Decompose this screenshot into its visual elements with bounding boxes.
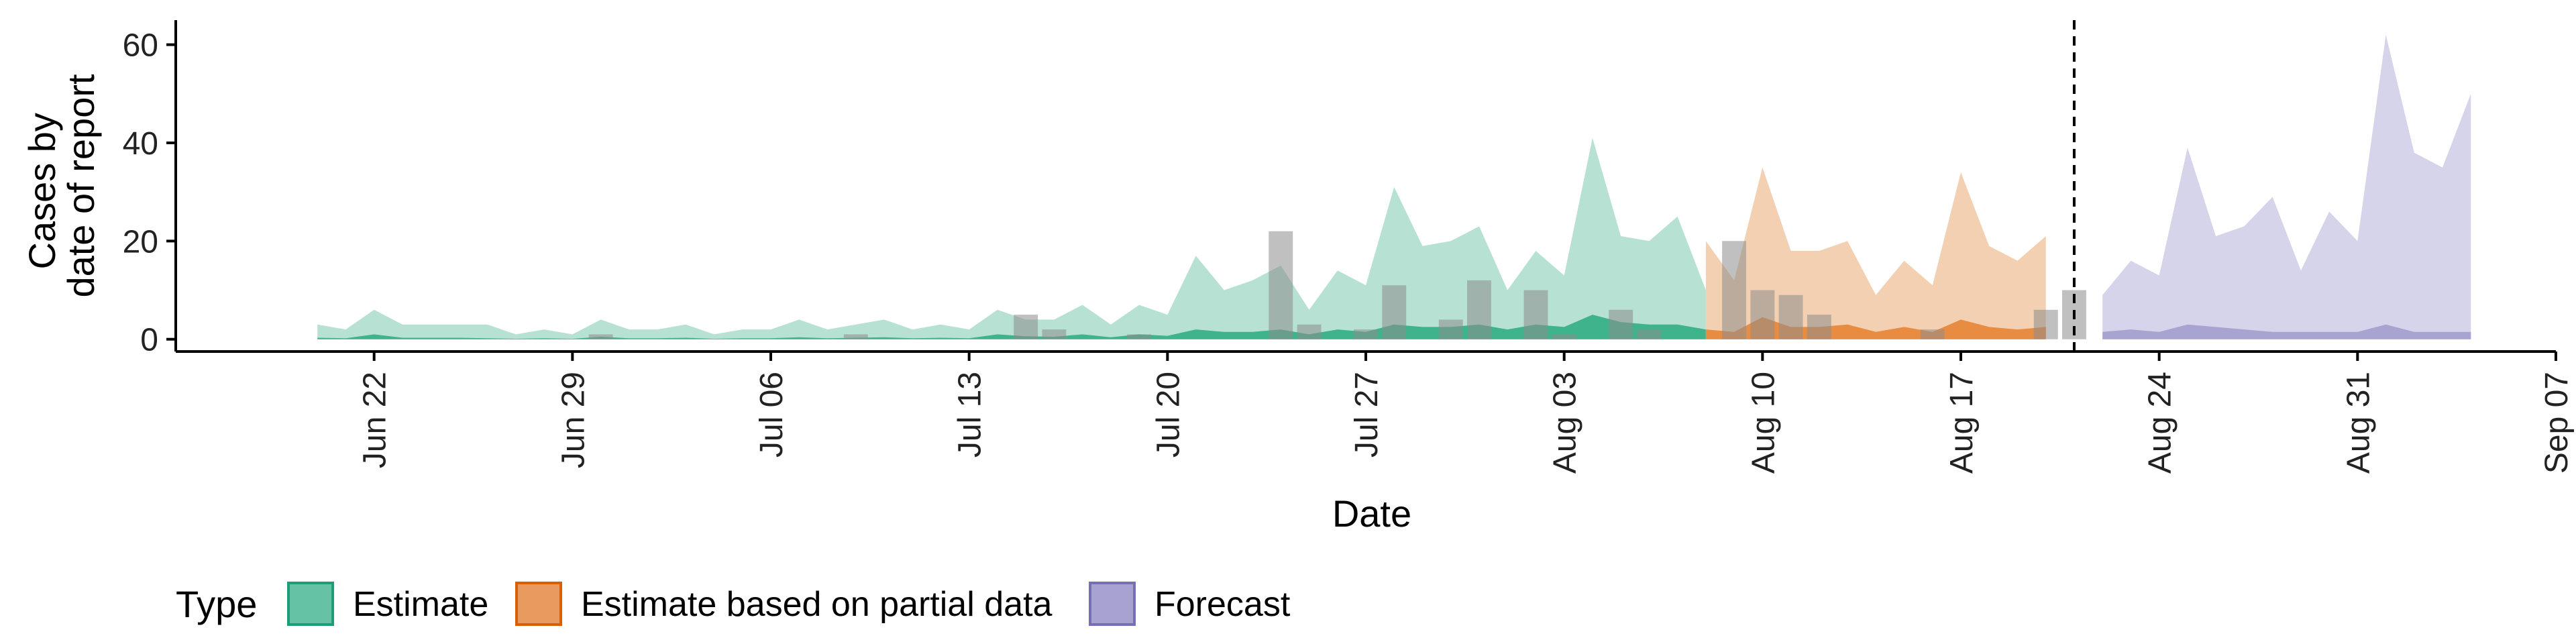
y-tick-label: 0 <box>140 323 158 358</box>
x-ticks: Jun 22 Jun 29 Jul 06 Jul 13 Jul 20 Jul 27 Aug … <box>358 352 2575 474</box>
x-tick-label: Jul 27 <box>1349 372 1385 458</box>
x-tick-label: Aug 03 <box>1548 372 1583 474</box>
series-area-outer-forecast <box>2102 35 2471 339</box>
plot-area <box>317 20 2471 352</box>
y-tick-label: 60 <box>123 28 158 64</box>
reported-case-bar <box>1637 329 1662 339</box>
reported-case-bar <box>1127 334 1151 339</box>
series-area-outer-estimate <box>317 138 1706 339</box>
reported-case-bar <box>1382 285 1407 339</box>
legend-label-forecast: Forecast <box>1155 585 1291 624</box>
x-tick-label: Sep 07 <box>2539 372 2575 474</box>
reported-case-bar <box>588 334 613 339</box>
x-tick-label: Jul 13 <box>953 372 988 458</box>
legend-title: Type <box>176 583 257 625</box>
y-axis-title-line-2: date of report <box>60 74 102 298</box>
legend-key-estimate-based-on-partial-data <box>515 582 562 626</box>
reported-case-bar <box>1269 231 1293 339</box>
reported-case-bar <box>843 334 868 339</box>
x-tick-label: Aug 31 <box>2341 372 2376 474</box>
legend-label-estimate-based-on-partial-data: Estimate based on partial data <box>581 585 1053 624</box>
reported-case-bar <box>1552 334 1576 339</box>
legend-key-forecast <box>1089 582 1136 626</box>
x-tick-label: Aug 17 <box>1944 372 1980 474</box>
reported-case-bar <box>1609 309 1633 339</box>
series-area-inner-forecast <box>2102 324 2471 339</box>
legend-key-estimate <box>287 582 334 626</box>
y-tick-label: 20 <box>123 224 158 260</box>
x-tick-label: Jun 22 <box>358 372 393 468</box>
legend: Type Estimate Estimate based on partial d… <box>176 582 1291 626</box>
reported-case-bar <box>1467 280 1491 339</box>
reported-case-bar <box>1920 329 1945 339</box>
y-ticks: 0 20 40 60 <box>123 28 176 358</box>
reported-case-bar <box>1523 290 1548 339</box>
reported-case-bar <box>1354 329 1378 339</box>
x-tick-label: Aug 24 <box>2143 372 2178 474</box>
reported-case-bar <box>1807 315 1831 339</box>
y-axis-title-line-1: Cases by <box>21 113 63 269</box>
y-axis-title: Cases by date of report <box>21 74 102 298</box>
y-tick-label: 40 <box>123 126 158 162</box>
x-axis-title: Date <box>1332 492 1411 535</box>
legend-label-estimate: Estimate <box>353 585 488 624</box>
reported-case-bar <box>1042 329 1067 339</box>
reported-case-bar <box>1722 241 1746 339</box>
reported-case-bar <box>1750 290 1775 339</box>
reported-case-bar <box>2033 309 2058 339</box>
x-tick-label: Jul 20 <box>1150 372 1186 458</box>
reported-case-bar <box>1014 315 1038 339</box>
reported-case-bar <box>1297 324 1322 339</box>
x-tick-label: Jul 06 <box>754 372 790 458</box>
reported-case-bar <box>1778 294 1803 339</box>
x-tick-label: Aug 10 <box>1746 372 1781 474</box>
x-tick-label: Jun 29 <box>555 372 591 468</box>
reported-case-bar <box>1438 319 1463 339</box>
